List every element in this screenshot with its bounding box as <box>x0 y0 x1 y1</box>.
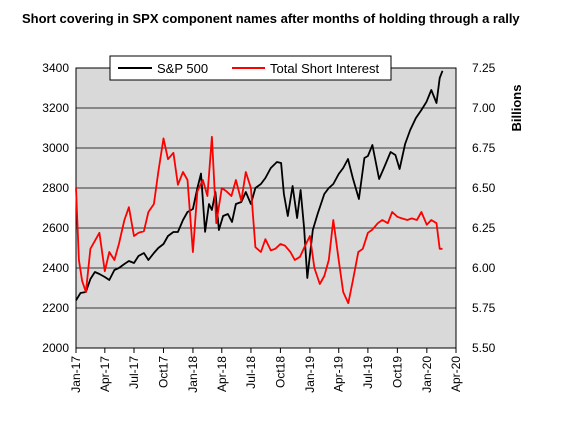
right-axis-ticks: 5.50 5.75 6.00 6.25 6.50 6.75 7.00 7.25 <box>472 61 496 355</box>
x-tick-label: Apr-20 <box>449 356 463 392</box>
x-tick-label: Apr-17 <box>98 356 112 392</box>
x-tick-label: Jul-19 <box>361 356 375 389</box>
x-tick-label: Jan-18 <box>186 356 200 393</box>
gridlines <box>76 107 456 309</box>
left-tick-label: 3400 <box>42 61 69 75</box>
series-line-short-interest <box>75 135 443 305</box>
left-tick-label: 2200 <box>42 301 69 315</box>
right-tick-label: 6.00 <box>472 261 496 275</box>
x-tick-label: Apr-18 <box>215 356 229 392</box>
left-tick-label: 3200 <box>42 101 69 115</box>
legend-label-sp500: S&P 500 <box>157 61 208 76</box>
right-tick-label: 7.25 <box>472 61 496 75</box>
x-axis-ticks: Jan-17 Apr-17 Jul-17 Oct17 Jan-18 Apr-18 Jul-1… <box>69 348 463 393</box>
x-tick-label: Jul-18 <box>244 356 258 389</box>
x-tick-label: Oct18 <box>273 356 287 388</box>
left-tick-label: 2800 <box>42 181 69 195</box>
right-tick-label: 5.50 <box>472 341 496 355</box>
chart-title: Short covering in SPX component names af… <box>22 11 520 26</box>
right-tick-label: 6.50 <box>472 181 496 195</box>
right-tick-label: 7.00 <box>472 101 496 115</box>
left-tick-label: 2000 <box>42 341 69 355</box>
x-tick-label: Jan-19 <box>303 356 317 393</box>
x-tick-label: Oct17 <box>156 356 170 388</box>
right-tick-label: 5.75 <box>472 301 496 315</box>
plot-area <box>76 68 456 348</box>
legend-label-short-interest: Total Short Interest <box>270 61 379 76</box>
left-tick-label: 2400 <box>42 261 69 275</box>
right-tick-label: 6.25 <box>472 221 496 235</box>
series-lines <box>75 70 444 305</box>
legend: S&P 500 Total Short Interest <box>109 55 392 81</box>
left-tick-label: 3000 <box>42 141 69 155</box>
right-axis-label: Billions <box>509 85 524 132</box>
left-tick-label: 2600 <box>42 221 69 235</box>
x-tick-label: Oct19 <box>390 356 404 388</box>
right-tick-label: 6.75 <box>472 141 496 155</box>
x-tick-label: Jul-17 <box>127 356 141 389</box>
x-tick-label: Apr-19 <box>332 356 346 392</box>
x-tick-label: Jan-17 <box>69 356 83 393</box>
left-axis-ticks: 2000 2200 2400 2600 2800 3000 3200 3400 <box>42 61 69 355</box>
series-line-sp500 <box>75 70 444 301</box>
x-tick-label: Jan-20 <box>420 356 434 393</box>
